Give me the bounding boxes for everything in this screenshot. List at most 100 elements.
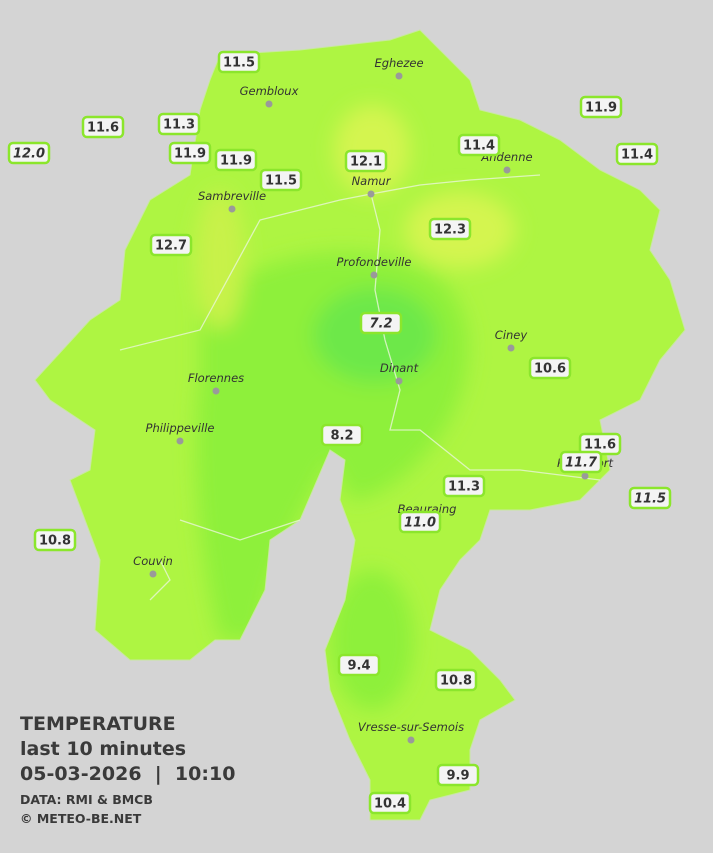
station-value: 8.2	[330, 429, 353, 444]
station-value: 11.0	[404, 516, 436, 531]
station-label: 11.6	[578, 432, 622, 456]
station-box	[168, 141, 212, 165]
city-dot	[265, 100, 273, 108]
station-value: 12.0	[13, 147, 45, 162]
station-box	[579, 95, 623, 119]
station-value: 9.4	[347, 659, 370, 674]
city-dot	[212, 387, 220, 395]
station-value: 11.3	[163, 118, 195, 133]
station-label: 11.6	[81, 115, 125, 139]
station-value: 9.9	[446, 769, 469, 784]
station-box	[157, 112, 201, 136]
city-name: Ciney	[495, 328, 528, 342]
station-label: 11.0	[398, 510, 442, 534]
city-name: Namur	[352, 174, 392, 188]
city-dot	[176, 437, 184, 445]
station-box	[457, 133, 501, 157]
station-value: 11.6	[87, 121, 119, 136]
city-name: Florennes	[188, 371, 244, 385]
city-name: Sambreville	[198, 189, 266, 203]
rivers	[119, 174, 601, 601]
station-box	[559, 450, 603, 474]
station-value: 11.4	[463, 139, 495, 154]
station-box	[442, 474, 486, 498]
city-dot	[395, 72, 403, 80]
station-box	[436, 763, 480, 787]
city-name: Eghezee	[374, 56, 423, 70]
station-label: 9.9	[436, 763, 480, 787]
station-box	[217, 50, 261, 74]
station-label: 11.4	[457, 133, 501, 157]
station-value: 10.8	[440, 674, 472, 689]
city-dot	[149, 570, 157, 578]
legend-title: TEMPERATURE	[20, 713, 176, 735]
station-label: 12.1	[344, 149, 388, 173]
station-value: 10.6	[534, 362, 566, 377]
station-label: 11.4	[615, 142, 659, 166]
station-label: 11.9	[579, 95, 623, 119]
station-label: 11.5	[628, 486, 672, 510]
station-value: 12.3	[434, 223, 466, 238]
station-box	[320, 423, 364, 447]
station-label: 11.3	[442, 474, 486, 498]
station-label: 11.7	[559, 450, 603, 474]
station-label: 12.7	[149, 233, 193, 257]
station-label: 10.8	[33, 528, 77, 552]
station-box	[81, 115, 125, 139]
station-box	[368, 791, 412, 815]
station-value: 12.1	[350, 155, 382, 170]
city-dot	[507, 344, 515, 352]
station-value: 11.9	[585, 101, 617, 116]
city-name: Gembloux	[240, 84, 299, 98]
station-label: 12.3	[428, 217, 472, 241]
station-value: 11.3	[448, 480, 480, 495]
station-label: 8.2	[320, 423, 364, 447]
city-dot	[370, 271, 378, 279]
station-value: 11.9	[174, 147, 206, 162]
station-box	[344, 149, 388, 173]
city-name: Vresse-sur-Semois	[358, 720, 464, 734]
station-label: 12.0	[7, 141, 51, 165]
city-name: Couvin	[133, 554, 173, 568]
station-label: 11.9	[214, 148, 258, 172]
station-box	[337, 653, 381, 677]
station-box	[615, 142, 659, 166]
station-box	[398, 510, 442, 534]
city-dot	[395, 377, 403, 385]
city-dot	[503, 166, 511, 174]
station-box	[259, 168, 303, 192]
station-box	[359, 311, 403, 335]
city-name: Profondeville	[337, 255, 412, 269]
station-box	[528, 356, 572, 380]
station-value: 11.9	[220, 154, 252, 169]
station-box	[428, 217, 472, 241]
city-dot	[581, 472, 589, 480]
city-name: Dinant	[380, 361, 419, 375]
station-box	[214, 148, 258, 172]
station-value: 10.4	[374, 797, 406, 812]
station-value: 11.4	[621, 148, 653, 163]
station-value: 7.2	[369, 317, 392, 332]
city-name: Philippeville	[146, 421, 215, 435]
station-value: 11.5	[265, 174, 297, 189]
station-label: 11.5	[217, 50, 261, 74]
legend-datetime: 05-03-2026 | 10:10	[20, 763, 235, 785]
station-value: 11.5	[223, 56, 255, 71]
legend-copyright: © METEO-BE.NET	[20, 811, 142, 826]
station-value: 11.5	[634, 492, 666, 507]
station-label: 10.8	[434, 668, 478, 692]
station-value: 11.7	[565, 456, 598, 471]
station-label: 11.3	[157, 112, 201, 136]
station-label: 11.9	[168, 141, 212, 165]
station-label: 11.5	[259, 168, 303, 192]
station-value: 12.7	[155, 239, 187, 254]
city-dot	[228, 205, 236, 213]
station-box	[149, 233, 193, 257]
station-label: 10.4	[368, 791, 412, 815]
legend: TEMPERATURE last 10 minutes 05-03-2026 |…	[20, 713, 235, 826]
station-box	[434, 668, 478, 692]
station-label: 9.4	[337, 653, 381, 677]
city-dot	[407, 736, 415, 744]
station-box	[33, 528, 77, 552]
